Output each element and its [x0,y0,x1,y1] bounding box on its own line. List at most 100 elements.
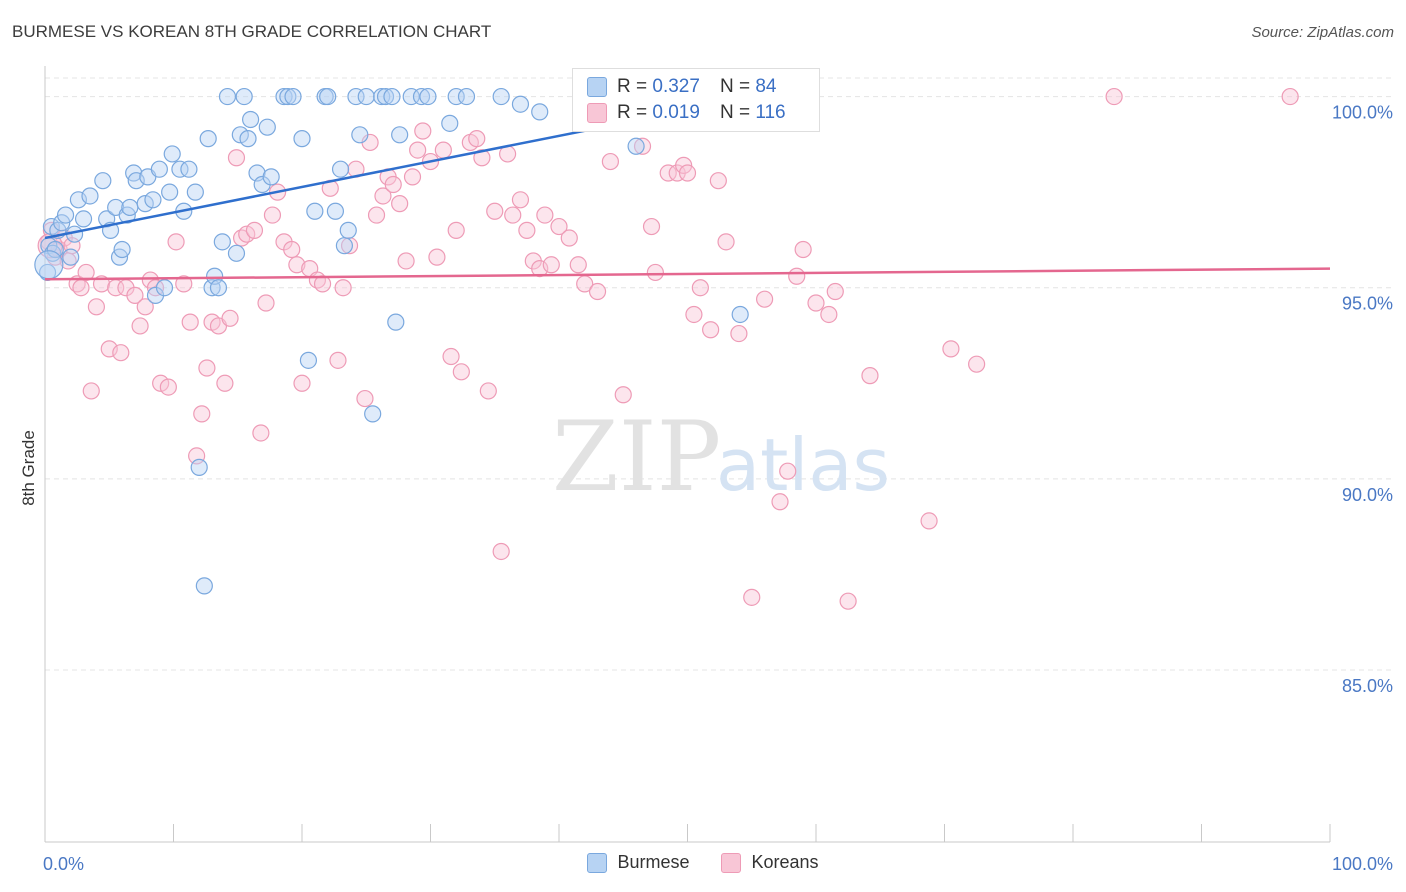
y-tick-label: 100.0% [1332,103,1393,123]
koreans-swatch [587,103,607,123]
koreans-point [159,378,177,396]
burmese-point [171,160,189,178]
source-credit: Source: ZipAtlas.com [1251,24,1394,41]
x-tick-label: 100.0% [1332,854,1393,874]
burmese-point [511,95,530,113]
burmese-point [186,183,204,201]
burmese-point [199,130,217,148]
legend-item-burmese[interactable]: Burmese [587,852,689,873]
koreans-point [717,233,735,251]
koreans-point [167,233,185,251]
burmese-point [531,103,549,121]
koreans-point [807,294,825,312]
koreans-point [367,206,386,224]
y-tick-label: 85.0% [1342,676,1393,696]
burmese-point [180,160,198,178]
burmese-point [144,191,162,209]
x-tick-labels: 0.0% 100.0% [43,854,1393,874]
koreans-point [288,256,306,274]
burmese-point [279,87,297,106]
koreans-point [329,351,347,369]
legend-item-koreans[interactable]: Koreans [721,852,819,873]
koreans-point [743,588,761,606]
burmese-point [731,305,749,324]
burmese-point [213,233,231,251]
burmese-point [364,405,382,423]
koreans-point [112,344,130,362]
koreans-point [588,282,607,301]
koreans-point [601,152,620,171]
burmese-point [335,237,354,255]
koreans-point [504,206,522,224]
koreans-point [126,286,144,304]
koreans-point [414,122,432,140]
burmese-point [357,87,375,106]
y-axis-label: 8th Grade [19,430,38,506]
burmese-point [121,198,139,217]
axes [44,66,1331,843]
koreans-point [861,367,879,385]
x-tick-label: 0.0% [43,854,84,874]
koreans-point [356,389,374,408]
burmese-points [34,87,749,595]
y-tick-label: 95.0% [1342,294,1393,314]
koreans-point [486,202,504,220]
burmese-point [113,240,131,259]
watermark-zip: ZIP [552,401,721,513]
koreans-point [826,282,844,301]
burmese-point [284,87,302,106]
burmese-point [376,87,395,106]
koreans-point [633,137,652,155]
burmese-point [293,130,311,148]
koreans-point [391,195,409,213]
koreans-point [409,141,427,159]
koreans-point [257,294,275,312]
koreans-point [293,374,311,392]
koreans-point [374,187,392,205]
burmese-point [339,221,357,239]
burmese-legend-label: Burmese [617,852,690,872]
koreans-point [82,382,100,400]
legend-r-label: R = [617,76,648,97]
burmese-point [319,87,337,106]
koreans-point [468,130,486,148]
watermark: ZIP atlas [552,401,890,513]
burmese-point [441,114,459,132]
legend-row-burmese: R = 0.327 N = 84 [587,75,776,99]
koreans-point [920,512,938,530]
koreans-point [442,347,460,366]
koreans-point [252,424,270,442]
koreans-point [131,317,149,335]
koreans-point [569,256,587,274]
koreans-point [216,374,234,392]
koreans-point [755,290,774,308]
koreans-point [181,313,199,331]
koreans-trend-line [44,267,1331,281]
legend-n-label: N = [719,102,751,123]
gridlines [45,77,1393,671]
burmese-point [81,187,99,205]
burmese-point [391,126,409,144]
koreans-point [771,493,789,511]
koreans-r-value: 0.019 [652,102,700,123]
koreans-point [518,221,536,239]
correlation-legend: R = 0.327 N = 84 R = 0.019 N = 116 [572,68,820,132]
koreans-point [447,221,465,239]
koreans-legend-label: Koreans [751,852,819,872]
koreans-point [434,141,452,159]
koreans-point [968,355,986,373]
series-legend: Burmese Koreans [0,852,1406,873]
koreans-point [397,252,415,270]
koreans-point [403,168,422,186]
burmese-point [419,87,437,106]
koreans-point [175,275,193,293]
koreans-point [1281,87,1299,106]
koreans-point [560,229,578,247]
burmese-point [56,206,75,224]
burmese-point [383,87,401,106]
koreans-point [283,240,301,259]
legend-n-label: N = [719,76,751,97]
y-tick-label: 90.0% [1342,485,1393,505]
koreans-legend-swatch [721,852,742,873]
